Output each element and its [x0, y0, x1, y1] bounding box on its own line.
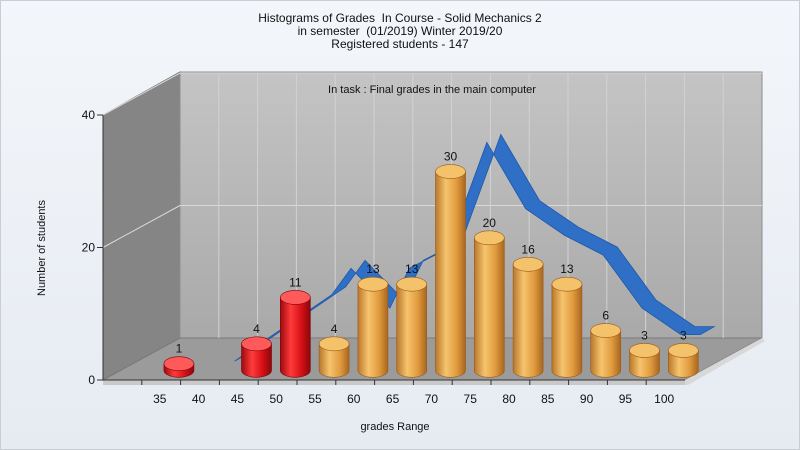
data-label-65: 13: [405, 262, 419, 276]
bar-75: [474, 237, 505, 378]
gridline-left-1: [102, 205, 181, 248]
bar-45: [241, 343, 272, 378]
bar-top-80: [512, 257, 544, 272]
x-tick-label-40: 40: [192, 392, 206, 406]
data-label-85: 13: [560, 262, 574, 276]
bar-top-75: [474, 230, 505, 246]
x-tick-label-85: 85: [541, 392, 555, 406]
y-tick-label-2: 40: [82, 108, 96, 122]
bar-top-35: [163, 356, 195, 372]
bar-top-90: [590, 323, 622, 338]
bar-90: [590, 330, 622, 378]
floor-right-edge: [685, 338, 765, 385]
bar-65: [396, 283, 428, 378]
x-axis-title: grades Range: [360, 421, 429, 433]
x-tick-label-90: 90: [580, 392, 594, 406]
x-tick-label-100: 100: [654, 392, 674, 406]
bar-60: [357, 283, 389, 378]
bar-top-50: [280, 290, 311, 305]
x-tick-label-70: 70: [425, 392, 439, 406]
bar-95: [629, 350, 660, 378]
bar-top-95: [629, 343, 660, 358]
floor: [102, 337, 763, 381]
data-label-100: 3: [680, 328, 687, 342]
chart-annotation: In task : Final grades in the main compu…: [328, 84, 536, 96]
data-label-90: 6: [602, 309, 609, 323]
x-tick-label-80: 80: [502, 392, 516, 406]
y-tick-label-0: 0: [88, 373, 95, 387]
data-label-70: 30: [444, 150, 458, 164]
data-label-75: 20: [483, 216, 497, 230]
chart-title-line-2: in semester (01/2019) Winter 2019/20: [297, 24, 503, 38]
data-label-55: 4: [331, 322, 338, 336]
x-tick-label-75: 75: [464, 392, 478, 406]
data-label-80: 16: [521, 242, 535, 256]
bar-100: [668, 350, 699, 378]
x-tick-label-55: 55: [308, 392, 322, 406]
bar-top-60: [357, 276, 389, 292]
bar-top-55: [318, 336, 350, 352]
data-label-35: 1: [176, 342, 183, 356]
data-label-45: 4: [253, 322, 260, 336]
bar-top-100: [668, 343, 699, 358]
chart-title-line-3: Registered students - 147: [331, 37, 469, 51]
bar-50: [280, 297, 311, 378]
bar-80: [512, 264, 544, 378]
data-label-60: 13: [366, 262, 380, 276]
data-label-50: 11: [289, 275, 302, 289]
x-tick-label-65: 65: [386, 392, 400, 406]
data-label-95: 3: [641, 328, 648, 342]
chart-title: Histograms of Grades In Course - Solid M…: [0, 12, 800, 51]
bar-70: [435, 171, 466, 378]
bar-top-45: [241, 336, 272, 352]
y-tick-label-1: 20: [82, 241, 96, 255]
chart-title-line-1: Histograms of Grades In Course - Solid M…: [258, 11, 542, 25]
bar-top-70: [435, 164, 466, 179]
bar-85: [551, 283, 583, 378]
bar-top-85: [551, 276, 583, 292]
x-tick-label-50: 50: [270, 392, 284, 406]
floor-front-edge: [103, 380, 685, 385]
gridline-left-2: [102, 72, 181, 116]
x-tick-label-60: 60: [347, 392, 361, 406]
x-tick-label-45: 45: [231, 392, 245, 406]
x-tick-label-95: 95: [619, 392, 633, 406]
x-tick-label-35: 35: [153, 392, 167, 406]
y-axis-title: Number of students: [36, 200, 48, 296]
bar-top-65: [396, 276, 428, 292]
bar-55: [318, 343, 350, 378]
